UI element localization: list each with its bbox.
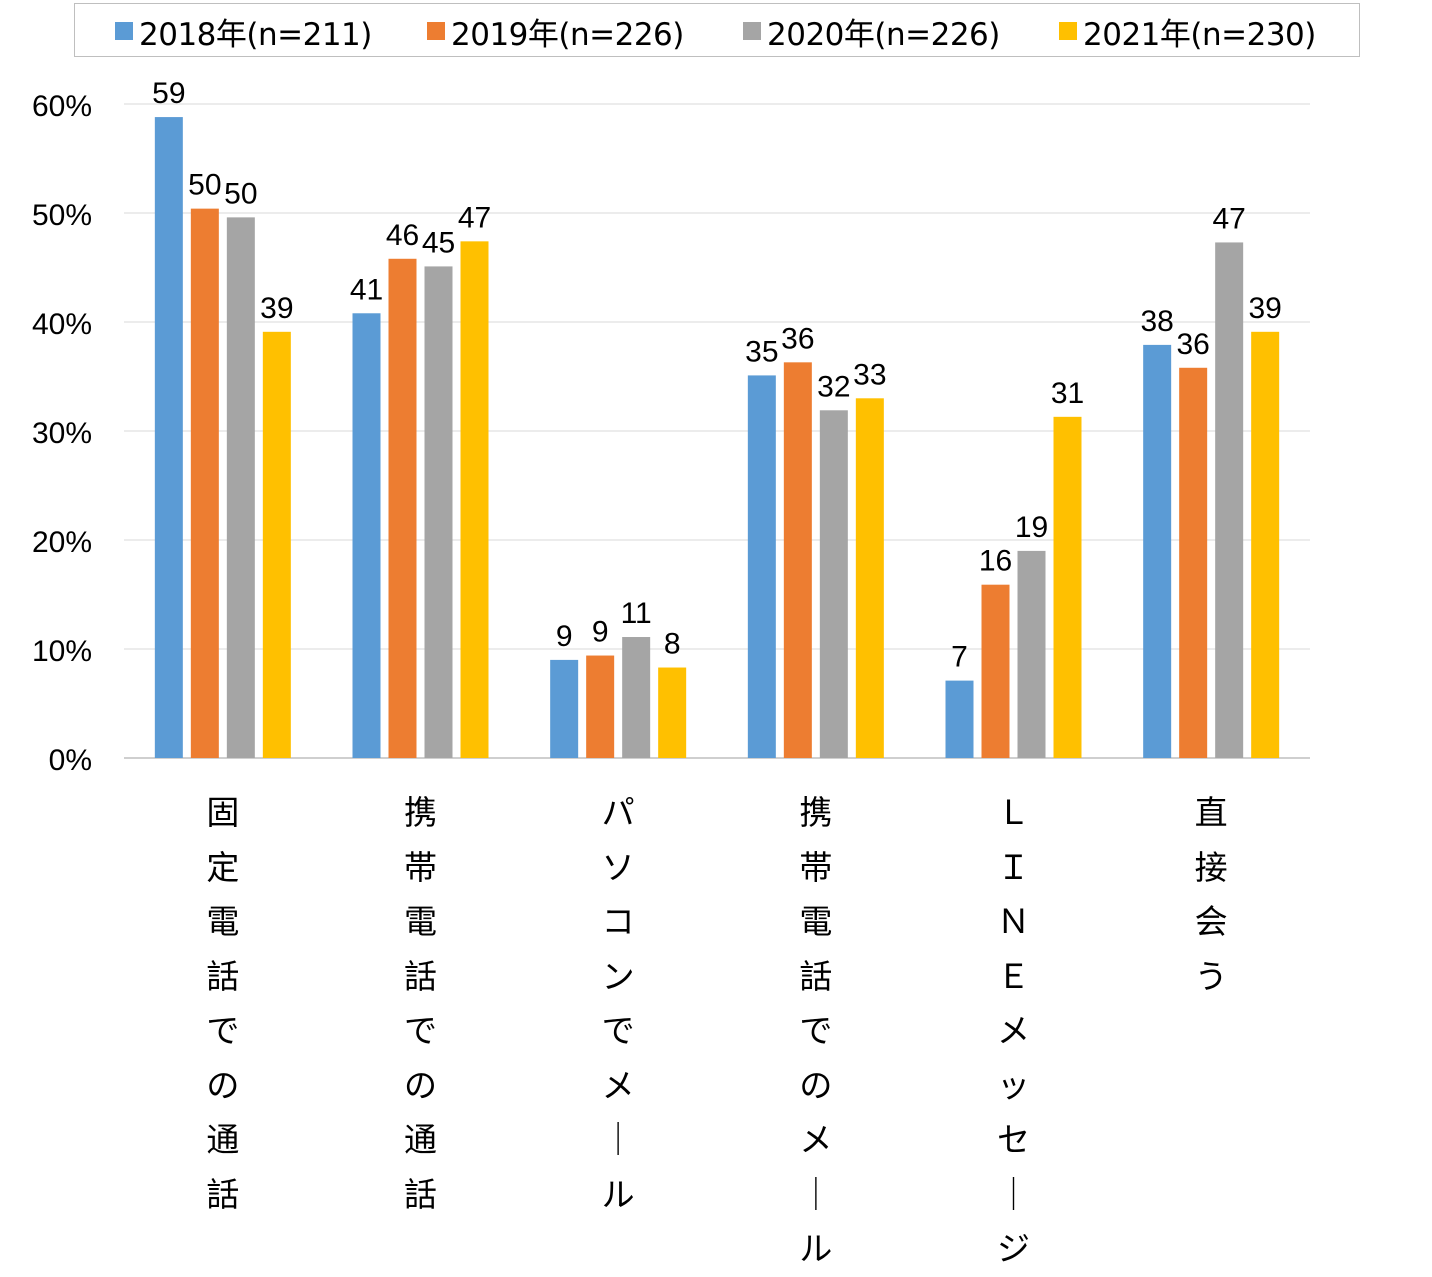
bar xyxy=(388,258,417,758)
bar xyxy=(262,331,291,758)
data-label: 39 xyxy=(260,292,293,325)
bar xyxy=(747,375,776,758)
data-label: 33 xyxy=(853,358,886,391)
legend-swatch xyxy=(743,22,761,40)
data-label: 11 xyxy=(621,597,652,630)
x-tick-label: 携帯電話での通話 xyxy=(404,793,437,1214)
x-tick-label: 携帯電話でのメ｜ル xyxy=(799,793,833,1268)
data-label: 50 xyxy=(188,169,221,202)
bar xyxy=(190,208,219,758)
data-label: 41 xyxy=(350,273,383,306)
legend-item: 2018年(n=211) xyxy=(115,4,372,58)
bar xyxy=(981,584,1010,758)
bar xyxy=(658,667,687,758)
bar xyxy=(819,410,848,758)
data-label: 39 xyxy=(1248,292,1281,325)
x-tick-label: 固定電話での通話 xyxy=(206,793,240,1214)
bar xyxy=(460,241,489,759)
legend-label: 2018年(n=211) xyxy=(139,16,372,53)
bar xyxy=(1179,367,1208,758)
bar xyxy=(154,117,183,758)
data-label: 36 xyxy=(781,322,814,355)
bar xyxy=(352,313,381,758)
data-label: 16 xyxy=(979,545,1012,578)
y-tick-label: 0% xyxy=(49,744,92,777)
data-label: 38 xyxy=(1140,305,1173,338)
data-label: 45 xyxy=(422,226,455,259)
legend: 2018年(n=211) 2019年(n=226) 2020年(n=226) 2021… xyxy=(74,3,1360,57)
bar xyxy=(1215,242,1244,758)
data-label: 46 xyxy=(386,219,419,252)
bar xyxy=(1143,344,1172,758)
bar xyxy=(855,398,884,758)
x-tick-label: Ｌ Ｉ Ｎ Ｅ メッセ｜ジ xyxy=(997,793,1030,1268)
data-label: 59 xyxy=(152,77,185,110)
legend-swatch xyxy=(1059,22,1077,40)
y-tick-label: 10% xyxy=(32,635,92,668)
bar xyxy=(550,659,579,758)
y-tick-label: 30% xyxy=(32,417,92,450)
bar xyxy=(1053,416,1082,758)
x-tick-label: パソコンでメ｜ル xyxy=(601,793,635,1214)
bar xyxy=(945,680,974,758)
bar xyxy=(226,217,255,759)
bar xyxy=(586,655,615,758)
data-label: 31 xyxy=(1051,377,1084,410)
y-tick-label: 60% xyxy=(32,90,92,123)
data-label: 47 xyxy=(458,201,491,234)
legend-swatch xyxy=(115,22,133,40)
bar xyxy=(783,362,812,758)
y-tick-label: 20% xyxy=(32,526,92,559)
bar xyxy=(622,637,651,758)
data-label: 36 xyxy=(1176,328,1209,361)
legend-item: 2020年(n=226) xyxy=(743,4,1000,58)
legend-swatch xyxy=(427,22,445,40)
legend-item: 2019年(n=226) xyxy=(427,4,684,58)
data-label: 35 xyxy=(745,335,778,368)
legend-label: 2019年(n=226) xyxy=(451,16,684,53)
legend-label: 2020年(n=226) xyxy=(767,16,1000,53)
bar xyxy=(1251,331,1280,758)
y-tick-label: 40% xyxy=(32,308,92,341)
data-label: 8 xyxy=(664,628,681,661)
data-label: 47 xyxy=(1212,202,1245,235)
data-label: 9 xyxy=(592,616,609,649)
legend-item: 2021年(n=230) xyxy=(1059,4,1316,58)
data-label: 32 xyxy=(817,370,850,403)
bar xyxy=(1017,550,1046,758)
data-label: 50 xyxy=(224,177,257,210)
data-label: 9 xyxy=(556,620,573,653)
x-tick-label: 直接会う xyxy=(1194,793,1228,996)
data-label: 7 xyxy=(951,641,968,674)
data-label: 19 xyxy=(1015,511,1048,544)
legend-label: 2021年(n=230) xyxy=(1083,16,1316,53)
y-tick-label: 50% xyxy=(32,199,92,232)
bar xyxy=(424,266,453,758)
